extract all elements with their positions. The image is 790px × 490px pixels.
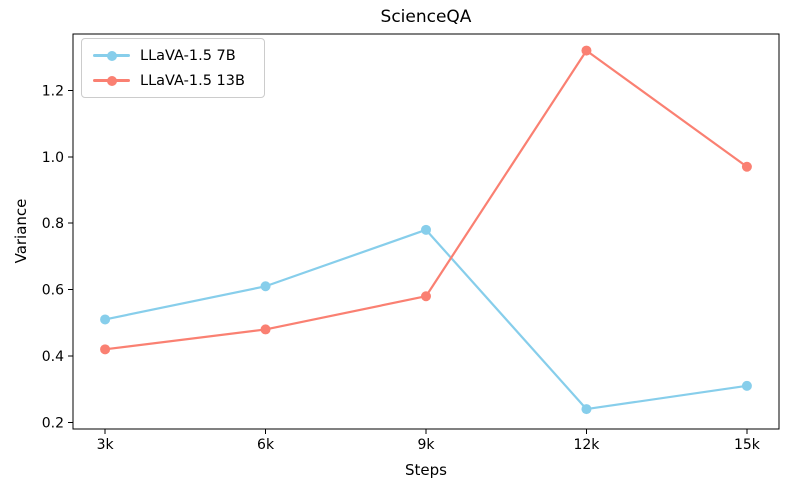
x-tick-label: 12k	[573, 437, 600, 453]
data-point-llava-7b-3k	[100, 314, 111, 325]
legend-label-llava-7b: LLaVA-1.5 7B	[140, 47, 236, 64]
legend-line-marker-icon	[93, 50, 130, 62]
legend-dot-swatch	[106, 75, 117, 86]
x-tick-label: 15k	[734, 437, 761, 453]
legend-label-llava-13b: LLaVA-1.5 13B	[140, 72, 245, 89]
data-point-llava-7b-12k	[581, 404, 592, 415]
data-point-llava-13b-12k	[581, 45, 592, 56]
data-point-llava-7b-15k	[741, 380, 752, 391]
y-axis-label: Variance	[12, 198, 30, 264]
legend-dot-swatch	[106, 50, 117, 61]
y-tick-label: 0.2	[42, 415, 64, 431]
y-tick-label: 0.6	[42, 283, 64, 299]
chart-title: ScienceQA	[380, 7, 472, 27]
legend: LLaVA-1.5 7B LLaVA-1.5 13B	[81, 38, 265, 98]
legend-item-llava-7b: LLaVA-1.5 7B	[93, 46, 254, 65]
data-point-llava-13b-15k	[741, 161, 752, 172]
y-tick-label: 1.0	[42, 150, 64, 166]
y-tick-label: 0.4	[42, 349, 64, 365]
data-point-llava-13b-6k	[260, 324, 271, 335]
x-tick-label: 6k	[257, 437, 275, 453]
x-axis-label: Steps	[405, 461, 447, 479]
legend-item-llava-13b: LLaVA-1.5 13B	[93, 71, 254, 90]
y-tick-label: 1.2	[42, 83, 64, 99]
y-tick-label: 0.8	[42, 216, 64, 232]
data-point-llava-7b-6k	[260, 281, 271, 292]
x-tick-label: 3k	[97, 437, 115, 453]
legend-line-marker-icon	[93, 75, 130, 87]
series-line-llava-7b	[103, 228, 749, 411]
data-point-llava-13b-9k	[421, 291, 431, 302]
data-point-llava-7b-9k	[421, 224, 431, 235]
data-point-llava-13b-3k	[100, 344, 111, 355]
x-tick-label: 9k	[417, 437, 435, 453]
